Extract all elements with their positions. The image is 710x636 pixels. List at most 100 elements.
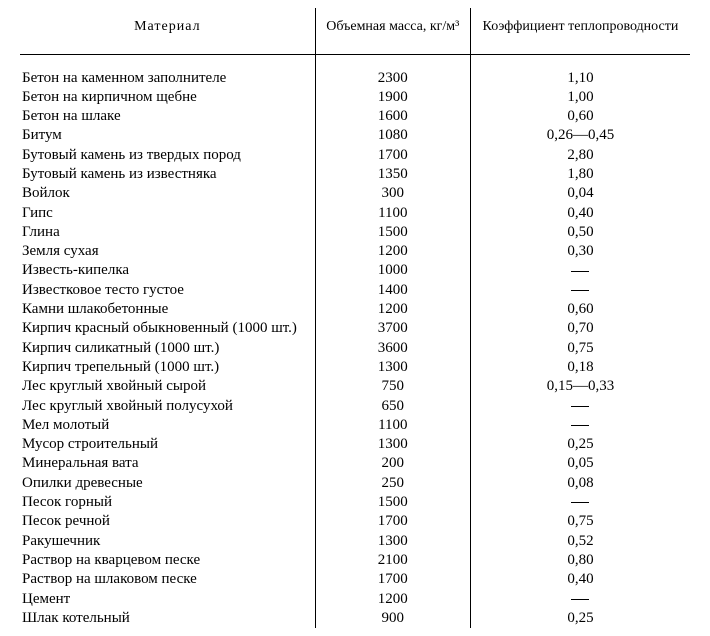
cell-conductivity: 0,60 (470, 107, 690, 126)
cell-density: 750 (315, 377, 470, 396)
cell-material: Опилки древесные (20, 473, 315, 492)
cell-material: Кирпич красный обыкновенный (1000 шт.) (20, 319, 315, 338)
table-header: Материал Объемная масса, кг/м³ Коэффицие… (20, 8, 690, 54)
table-row: Раствор на шлаковом песке17000,40 (20, 570, 690, 589)
dash-icon (571, 271, 589, 272)
cell-conductivity: 0,15—0,33 (470, 377, 690, 396)
dash-icon (571, 406, 589, 407)
cell-material: Войлок (20, 184, 315, 203)
cell-conductivity: 0,75 (470, 512, 690, 531)
cell-conductivity (470, 396, 690, 415)
table-row: Бутовый камень из известняка13501,80 (20, 164, 690, 183)
cell-material: Бетон на шлаке (20, 107, 315, 126)
cell-material: Земля сухая (20, 242, 315, 261)
cell-density: 2100 (315, 550, 470, 569)
cell-conductivity: 0,60 (470, 300, 690, 319)
cell-conductivity: 0,25 (470, 608, 690, 627)
cell-material: Раствор на шлаковом песке (20, 570, 315, 589)
table-row: Кирпич красный обыкновенный (1000 шт.)37… (20, 319, 690, 338)
table-row: Войлок3000,04 (20, 184, 690, 203)
cell-conductivity: 0,26—0,45 (470, 126, 690, 145)
table-row: Лес круглый хвойный полусухой650 (20, 396, 690, 415)
table-row: Кирпич силикатный (1000 шт.)36000,75 (20, 338, 690, 357)
cell-material: Ракушечник (20, 531, 315, 550)
table-row: Кирпич трепельный (1000 шт.)13000,18 (20, 357, 690, 376)
col-header-material: Материал (20, 8, 315, 54)
cell-conductivity: 0,25 (470, 435, 690, 454)
cell-material: Лес круглый хвойный полусухой (20, 396, 315, 415)
cell-density: 1500 (315, 222, 470, 241)
cell-density: 1350 (315, 164, 470, 183)
cell-density: 900 (315, 608, 470, 627)
cell-density: 1500 (315, 493, 470, 512)
cell-conductivity: 2,80 (470, 145, 690, 164)
table-row: Мусор строительный13000,25 (20, 435, 690, 454)
cell-conductivity: 0,30 (470, 242, 690, 261)
col-header-density: Объемная масса, кг/м³ (315, 8, 470, 54)
cell-conductivity: 0,40 (470, 570, 690, 589)
cell-conductivity: 1,10 (470, 68, 690, 87)
cell-material: Известь-кипелка (20, 261, 315, 280)
dash-icon (571, 425, 589, 426)
cell-material: Бетон на каменном заполнителе (20, 68, 315, 87)
cell-conductivity: 0,70 (470, 319, 690, 338)
table-row: Бутовый камень из твердых пород17002,80 (20, 145, 690, 164)
cell-material: Бутовый камень из известняка (20, 164, 315, 183)
cell-density: 1200 (315, 589, 470, 608)
cell-material: Лес круглый хвойный сырой (20, 377, 315, 396)
cell-material: Глина (20, 222, 315, 241)
dash-icon (571, 502, 589, 503)
cell-density: 1700 (315, 512, 470, 531)
cell-density: 3600 (315, 338, 470, 357)
table-row: Земля сухая12000,30 (20, 242, 690, 261)
table-row: Шлак котельный9000,25 (20, 608, 690, 627)
cell-density: 3700 (315, 319, 470, 338)
cell-material: Бутовый камень из твердых пород (20, 145, 315, 164)
cell-conductivity: 0,50 (470, 222, 690, 241)
cell-conductivity: 1,80 (470, 164, 690, 183)
cell-material: Песок речной (20, 512, 315, 531)
table-body: Бетон на каменном заполнителе23001,10Бет… (20, 54, 690, 628)
cell-material: Раствор на кварцевом песке (20, 550, 315, 569)
table-row: Минеральная вата2000,05 (20, 454, 690, 473)
table-row: Гипс11000,40 (20, 203, 690, 222)
spacer-row (20, 54, 690, 68)
col-header-conductivity: Коэффициент теплопроводности (470, 8, 690, 54)
cell-conductivity: 0,75 (470, 338, 690, 357)
cell-material: Шлак котельный (20, 608, 315, 627)
cell-density: 1600 (315, 107, 470, 126)
cell-material: Мел молотый (20, 415, 315, 434)
dash-icon (571, 290, 589, 291)
cell-density: 1300 (315, 435, 470, 454)
cell-material: Гипс (20, 203, 315, 222)
table-row: Лес круглый хвойный сырой7500,15—0,33 (20, 377, 690, 396)
table-row: Цемент1200 (20, 589, 690, 608)
cell-density: 1900 (315, 87, 470, 106)
cell-conductivity: 0,52 (470, 531, 690, 550)
cell-density: 1200 (315, 242, 470, 261)
table-row: Известь-кипелка1000 (20, 261, 690, 280)
cell-density: 1080 (315, 126, 470, 145)
table-row: Песок горный1500 (20, 493, 690, 512)
cell-conductivity: 0,04 (470, 184, 690, 203)
cell-material: Известковое тесто густое (20, 280, 315, 299)
cell-conductivity: 0,05 (470, 454, 690, 473)
cell-conductivity (470, 589, 690, 608)
table-row: Битум10800,26—0,45 (20, 126, 690, 145)
table-row: Известковое тесто густое1400 (20, 280, 690, 299)
cell-material: Кирпич силикатный (1000 шт.) (20, 338, 315, 357)
cell-conductivity (470, 280, 690, 299)
cell-density: 1300 (315, 357, 470, 376)
table-row: Мел молотый1100 (20, 415, 690, 434)
table-row: Бетон на каменном заполнителе23001,10 (20, 68, 690, 87)
cell-density: 1100 (315, 415, 470, 434)
cell-density: 1700 (315, 145, 470, 164)
cell-material: Мусор строительный (20, 435, 315, 454)
cell-conductivity: 0,18 (470, 357, 690, 376)
table-row: Песок речной17000,75 (20, 512, 690, 531)
cell-conductivity (470, 493, 690, 512)
cell-material: Песок горный (20, 493, 315, 512)
cell-density: 1200 (315, 300, 470, 319)
cell-density: 1400 (315, 280, 470, 299)
cell-density: 650 (315, 396, 470, 415)
